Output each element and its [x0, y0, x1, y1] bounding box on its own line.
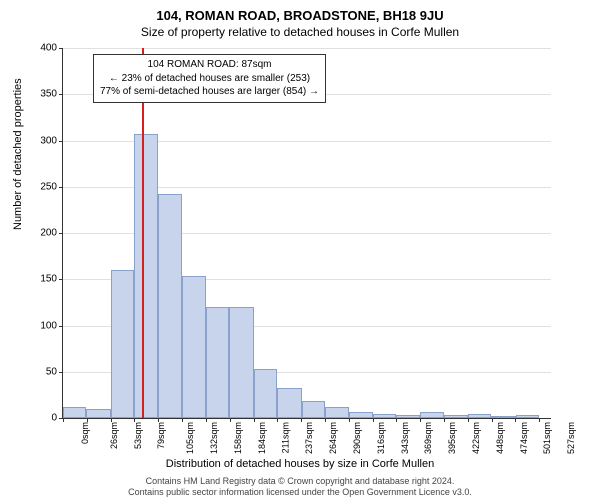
histogram-bar	[373, 414, 396, 418]
annotation-line: ← 23% of detached houses are smaller (25…	[100, 72, 319, 86]
x-tick-mark	[230, 418, 231, 422]
histogram-bar	[111, 270, 134, 418]
y-tick-mark	[59, 233, 63, 234]
histogram-bar	[444, 415, 467, 418]
x-tick-label: 474sqm	[519, 422, 529, 454]
y-tick-label: 150	[40, 274, 57, 285]
x-tick-mark	[396, 418, 397, 422]
y-tick-label: 200	[40, 228, 57, 239]
histogram-bar	[134, 134, 157, 418]
x-tick-mark	[444, 418, 445, 422]
histogram-bar	[158, 194, 182, 418]
x-tick-label: 422sqm	[471, 422, 481, 454]
x-tick-label: 105sqm	[185, 422, 195, 454]
y-tick-label: 50	[46, 366, 57, 377]
histogram-bar	[396, 415, 419, 418]
x-tick-mark	[349, 418, 350, 422]
x-tick-label: 184sqm	[257, 422, 267, 454]
histogram-bar	[516, 415, 539, 418]
x-tick-mark	[515, 418, 516, 422]
y-tick-label: 0	[51, 413, 57, 424]
x-tick-mark	[206, 418, 207, 422]
x-tick-label: 53sqm	[133, 422, 143, 449]
histogram-bar	[254, 369, 277, 418]
histogram-bar	[468, 414, 491, 418]
histogram-bar	[86, 409, 110, 418]
credits-line: Contains HM Land Registry data © Crown c…	[0, 476, 600, 487]
y-tick-mark	[59, 187, 63, 188]
x-tick-label: 316sqm	[376, 422, 386, 454]
histogram-bar	[206, 307, 229, 418]
x-tick-label: 369sqm	[423, 422, 433, 454]
x-tick-mark	[158, 418, 159, 422]
x-tick-mark	[111, 418, 112, 422]
marker-annotation-box: 104 ROMAN ROAD: 87sqm ← 23% of detached …	[93, 54, 326, 103]
y-tick-mark	[59, 372, 63, 373]
x-tick-mark	[373, 418, 374, 422]
x-tick-mark	[301, 418, 302, 422]
annotation-line: 104 ROMAN ROAD: 87sqm	[100, 58, 319, 72]
x-tick-mark	[277, 418, 278, 422]
y-tick-label: 350	[40, 89, 57, 100]
y-tick-mark	[59, 141, 63, 142]
x-tick-label: 79sqm	[156, 422, 166, 449]
x-tick-mark	[182, 418, 183, 422]
histogram-bar	[302, 401, 325, 418]
x-tick-label: 237sqm	[304, 422, 314, 454]
x-axis-title: Distribution of detached houses by size …	[0, 458, 600, 470]
credits-footer: Contains HM Land Registry data © Crown c…	[0, 476, 600, 499]
x-tick-mark	[134, 418, 135, 422]
x-tick-label: 158sqm	[233, 422, 243, 454]
x-tick-mark	[325, 418, 326, 422]
x-tick-mark	[468, 418, 469, 422]
x-tick-mark	[87, 418, 88, 422]
annotation-line: 77% of semi-detached houses are larger (…	[100, 85, 319, 99]
histogram-bar	[420, 412, 444, 418]
credits-line: Contains public sector information licen…	[0, 487, 600, 498]
x-tick-label: 290sqm	[352, 422, 362, 454]
x-tick-label: 26sqm	[109, 422, 119, 449]
y-tick-label: 300	[40, 135, 57, 146]
histogram-bar	[325, 407, 348, 418]
histogram-bar	[63, 407, 86, 418]
y-tick-label: 250	[40, 181, 57, 192]
property-size-marker-line	[142, 48, 144, 418]
x-tick-label: 0sqm	[80, 422, 90, 444]
y-axis-title: Number of detached properties	[12, 78, 24, 230]
y-tick-label: 100	[40, 320, 57, 331]
histogram-bar	[182, 276, 205, 418]
x-tick-label: 395sqm	[447, 422, 457, 454]
x-tick-mark	[420, 418, 421, 422]
x-tick-mark	[63, 418, 64, 422]
y-tick-mark	[59, 326, 63, 327]
y-tick-mark	[59, 94, 63, 95]
histogram-bar	[491, 416, 515, 418]
y-tick-mark	[59, 48, 63, 49]
y-tick-mark	[59, 279, 63, 280]
x-tick-label: 501sqm	[542, 422, 552, 454]
histogram-bar	[349, 412, 373, 418]
x-tick-label: 527sqm	[566, 422, 576, 454]
page-subtitle: Size of property relative to detached ho…	[0, 23, 600, 39]
x-tick-label: 132sqm	[209, 422, 219, 454]
x-tick-label: 448sqm	[495, 422, 505, 454]
histogram-bar	[229, 307, 253, 418]
x-tick-mark	[254, 418, 255, 422]
x-tick-mark	[539, 418, 540, 422]
x-tick-label: 343sqm	[400, 422, 410, 454]
y-tick-label: 400	[40, 43, 57, 54]
page-title: 104, ROMAN ROAD, BROADSTONE, BH18 9JU	[0, 0, 600, 23]
x-tick-label: 211sqm	[280, 422, 290, 453]
histogram-plot-area: 0501001502002503003504000sqm26sqm53sqm79…	[62, 48, 551, 419]
histogram-bar	[277, 388, 301, 418]
x-tick-label: 264sqm	[328, 422, 338, 454]
x-tick-mark	[492, 418, 493, 422]
grid-line	[63, 48, 551, 49]
